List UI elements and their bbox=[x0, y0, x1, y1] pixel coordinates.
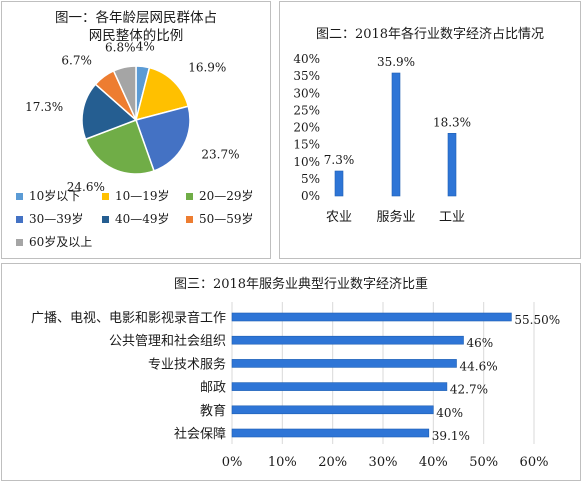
legend-label: 50—59岁 bbox=[199, 211, 254, 226]
x-tick-label: 30% bbox=[369, 455, 398, 470]
legend-swatch bbox=[186, 193, 193, 200]
data-label: 18.3% bbox=[433, 115, 471, 129]
bars: 7.3% 农业 35.9% 服务业 18.3% 工业 bbox=[324, 55, 471, 225]
x-tick-label: 20% bbox=[318, 455, 347, 470]
y-tick-label: 5% bbox=[301, 172, 320, 186]
y-tick-label: 20% bbox=[293, 121, 320, 135]
chart-title: 图三：2018年服务业典型行业数字经济比重 bbox=[174, 276, 428, 292]
data-label: 39.1% bbox=[432, 429, 470, 443]
x-tick-label: 60% bbox=[520, 455, 549, 470]
pie-slice-1 bbox=[134, 66, 190, 122]
category-label: 教育 bbox=[200, 403, 226, 419]
legend-swatch bbox=[16, 239, 23, 246]
category-label: 专业技术服务 bbox=[148, 356, 226, 372]
legend-swatch bbox=[16, 216, 23, 223]
pie-slice-6 bbox=[112, 65, 137, 121]
y-axis: 0% 5% 10% 15% 20% 25% 30% 35% 40% bbox=[293, 52, 320, 203]
category-label: 服务业 bbox=[376, 209, 415, 225]
gridlines: 0% 10% 20% 30% 40% 50% 60% bbox=[222, 302, 549, 470]
y-tick-label: 25% bbox=[293, 103, 320, 117]
data-label: 55.50% bbox=[514, 313, 560, 327]
service-hbar-chart-panel: 图三：2018年服务业典型行业数字经济比重 0% 10% 20% 30% 40% 50% 6… bbox=[1, 263, 581, 481]
data-label: 35.9% bbox=[377, 55, 415, 69]
pie-data-label: 23.7% bbox=[201, 148, 239, 162]
legend-label: 10岁以下 bbox=[29, 188, 80, 203]
pie-slices bbox=[81, 65, 191, 175]
pie-data-label: 16.9% bbox=[188, 61, 226, 75]
bar-1 bbox=[231, 335, 464, 345]
bar-4 bbox=[231, 405, 434, 415]
legend-swatch bbox=[102, 193, 109, 200]
category-label: 公共管理和社会组织 bbox=[109, 333, 226, 349]
legend-label: 40—49岁 bbox=[115, 211, 170, 226]
data-label: 7.3% bbox=[324, 153, 355, 167]
bar-0 bbox=[231, 312, 512, 322]
pie-data-label: 4% bbox=[136, 40, 155, 54]
data-label: 40% bbox=[436, 406, 463, 420]
pie-data-labels: 4% 16.9% 23.7% 24.6% 17.3% 6.7% 6.8% bbox=[25, 40, 239, 195]
y-tick-label: 0% bbox=[301, 189, 320, 203]
y-tick-label: 35% bbox=[293, 69, 320, 83]
y-tick-label: 30% bbox=[293, 86, 320, 100]
pie-data-label: 6.7% bbox=[61, 54, 92, 68]
y-tick-label: 15% bbox=[293, 138, 320, 152]
legend-swatch bbox=[102, 216, 109, 223]
pie-chart-panel: 图一：各年龄层网民群体占 网民整体的比例 4% 16.9% 23.7% 24.6% 17… bbox=[1, 1, 271, 259]
legend-swatch bbox=[16, 193, 23, 200]
data-label: 46% bbox=[467, 336, 494, 350]
pie-slice-2 bbox=[135, 105, 191, 172]
data-label: 42.7% bbox=[450, 383, 488, 397]
x-tick-label: 50% bbox=[469, 455, 498, 470]
legend-label: 10—19岁 bbox=[115, 188, 170, 203]
y-tick-label: 10% bbox=[293, 155, 320, 169]
pie-slice-4 bbox=[81, 83, 138, 141]
bar-2 bbox=[447, 133, 457, 197]
bar-2 bbox=[231, 359, 457, 368]
bar-0 bbox=[334, 170, 344, 197]
bar-5 bbox=[231, 428, 430, 438]
category-label: 广播、电视、电影和影视录音工作 bbox=[31, 310, 226, 326]
x-tick-label: 0% bbox=[222, 455, 243, 470]
bars: 广播、电视、电影和影视录音工作 55.50% 公共管理和社会组织 46% 专业技术服务 4… bbox=[31, 310, 560, 443]
service-hbar-chart: 图三：2018年服务业典型行业数字经济比重 0% 10% 20% 30% 40% 50% 6… bbox=[31, 276, 560, 470]
chart-title-line-1: 图一：各年龄层网民群体占 bbox=[55, 10, 217, 26]
bar-1 bbox=[391, 72, 401, 197]
chart-title-line-2: 网民整体的比例 bbox=[89, 28, 184, 44]
legend-label: 20—29岁 bbox=[199, 188, 254, 203]
industry-bar-chart: 图二：2018年各行业数字经济占比情况 0% 5% 10% 15% 20% 25% 30% 3… bbox=[293, 26, 544, 225]
legend-label: 60岁及以上 bbox=[29, 234, 92, 249]
chart-legend: 10岁以下 10—19岁 20—29岁 30—39岁 40—49岁 50—59岁 60岁及以… bbox=[16, 188, 254, 249]
age-pie-chart: 图一：各年龄层网民群体占 网民整体的比例 4% 16.9% 23.7% 24.6% 17… bbox=[16, 10, 254, 249]
legend-swatch bbox=[186, 216, 193, 223]
category-label: 农业 bbox=[326, 210, 352, 225]
pie-data-label: 17.3% bbox=[25, 100, 63, 114]
category-label: 工业 bbox=[439, 210, 465, 225]
pie-data-label: 24.6% bbox=[67, 180, 105, 194]
legend-label: 30—39岁 bbox=[29, 211, 84, 226]
x-tick-label: 40% bbox=[419, 455, 448, 470]
x-tick-label: 10% bbox=[268, 455, 297, 470]
category-label: 社会保障 bbox=[174, 426, 226, 442]
pie-data-label: 6.8% bbox=[105, 41, 136, 55]
category-label: 邮政 bbox=[200, 381, 226, 396]
bar-3 bbox=[231, 382, 448, 391]
y-tick-label: 40% bbox=[293, 52, 320, 66]
industry-bar-chart-panel: 图二：2018年各行业数字经济占比情况 0% 5% 10% 15% 20% 25% 30% 3… bbox=[279, 1, 581, 259]
chart-title: 图二：2018年各行业数字经济占比情况 bbox=[316, 26, 544, 42]
data-label: 44.6% bbox=[460, 359, 498, 373]
